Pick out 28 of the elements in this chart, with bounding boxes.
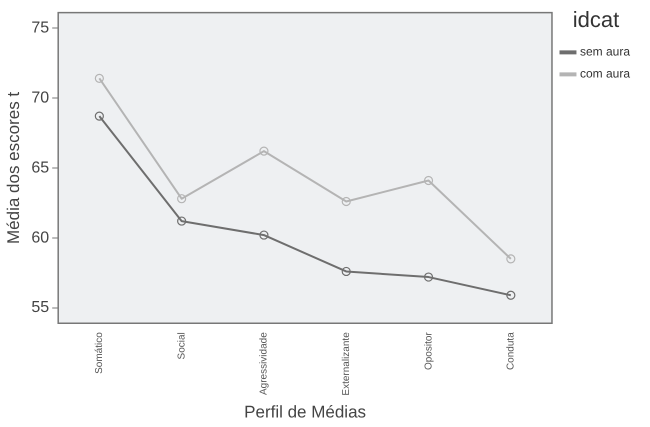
y-tick-label: 55 [31,299,50,316]
point [506,290,516,300]
x-axis-title: Perfil de Médias [244,402,366,422]
point [259,230,269,240]
x-tick-label: Opositor [423,332,434,370]
point [342,196,351,206]
y-tick-label: 60 [31,229,50,246]
x-tick-label: Social [176,332,188,360]
x-tick-label: Externalizante [340,332,352,396]
point [424,176,434,186]
legend-label: com aura [580,66,630,81]
y-tick-label: 75 [31,19,50,36]
point [259,146,269,156]
point [94,74,104,83]
point [506,254,516,264]
point [94,112,104,121]
point [342,266,351,276]
legend-label: sem aura [580,44,630,59]
x-tick-label: Somático [94,332,106,374]
legend-title: idcat [572,7,620,32]
point [424,272,434,282]
y-tick-label: 65 [31,159,50,176]
y-axis-title: Média dos escores t [4,92,23,244]
x-tick-label: Conduta [506,332,517,370]
y-tick-label: 70 [31,89,50,106]
point [177,194,186,204]
x-tick-label: Agressividade [258,332,270,396]
point [177,216,186,226]
